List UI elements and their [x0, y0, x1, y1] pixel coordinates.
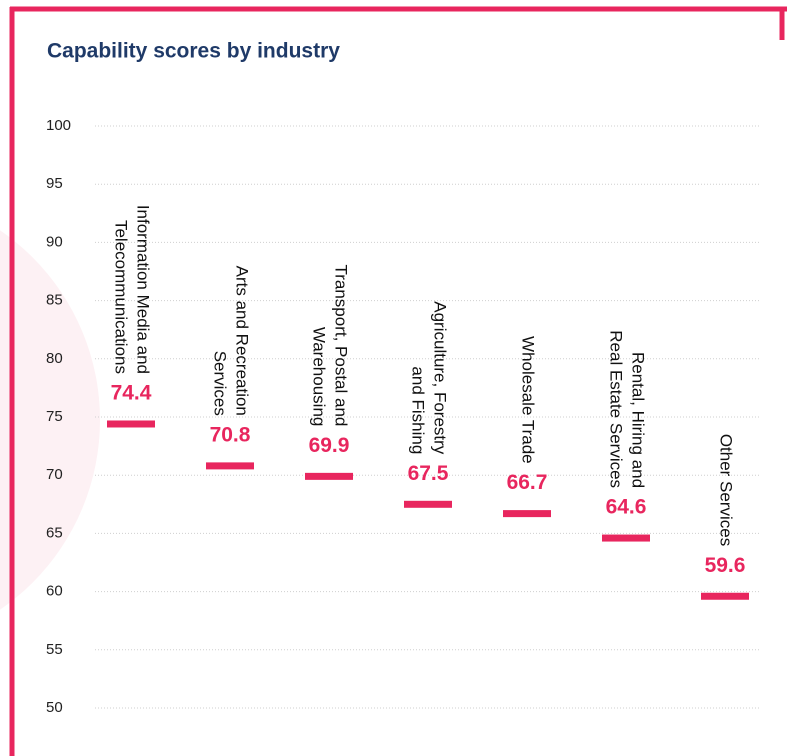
- value-label: 67.5: [408, 462, 449, 485]
- dash-marker: [404, 500, 452, 508]
- y-tick-label: 90: [46, 233, 63, 250]
- category-label-line: Other Services: [717, 434, 736, 546]
- dash-marker: [701, 592, 749, 600]
- category-label-line: Services: [211, 351, 230, 416]
- value-label: 66.7: [507, 471, 548, 494]
- category-label-line: Information Media and: [134, 205, 153, 374]
- dash-marker: [602, 534, 650, 542]
- value-label: 69.9: [309, 434, 350, 457]
- category-label-line: Rental, Hiring and: [629, 352, 648, 488]
- y-tick-label: 65: [46, 524, 63, 541]
- category-label-line: Agriculture, Forestry: [431, 301, 450, 455]
- y-tick-label: 80: [46, 350, 63, 367]
- y-tick-label: 75: [46, 408, 63, 425]
- category-label: Other Services: [717, 434, 736, 546]
- category-label-line: Wholesale Trade: [519, 336, 538, 464]
- category-label-line: Telecommunications: [112, 220, 131, 374]
- value-label: 70.8: [210, 423, 251, 446]
- value-label: 74.4: [111, 382, 152, 405]
- y-tick-label: 100: [46, 117, 71, 134]
- category-label: Wholesale Trade: [519, 336, 538, 464]
- dash-marker: [305, 472, 353, 480]
- category-label-line: Warehousing: [310, 327, 329, 427]
- category-label-line: Transport, Postal and: [332, 264, 351, 426]
- category-label-line: Arts and Recreation: [233, 266, 252, 416]
- y-tick-label: 95: [46, 175, 63, 192]
- value-label: 64.6: [606, 496, 647, 519]
- chart-title: Capability scores by industry: [47, 40, 340, 63]
- category-label-line: Real Estate Services: [607, 330, 626, 488]
- dash-marker: [206, 462, 254, 470]
- y-tick-label: 50: [46, 699, 63, 716]
- background-decoration: [0, 230, 100, 610]
- y-tick-label: 55: [46, 641, 63, 658]
- y-tick-label: 70: [46, 466, 63, 483]
- dash-marker: [107, 420, 155, 428]
- category-label-line: and Fishing: [409, 366, 428, 454]
- dash-marker: [503, 510, 551, 518]
- y-tick-label: 85: [46, 292, 63, 309]
- y-tick-label: 60: [46, 583, 63, 600]
- value-label: 59.6: [705, 554, 746, 577]
